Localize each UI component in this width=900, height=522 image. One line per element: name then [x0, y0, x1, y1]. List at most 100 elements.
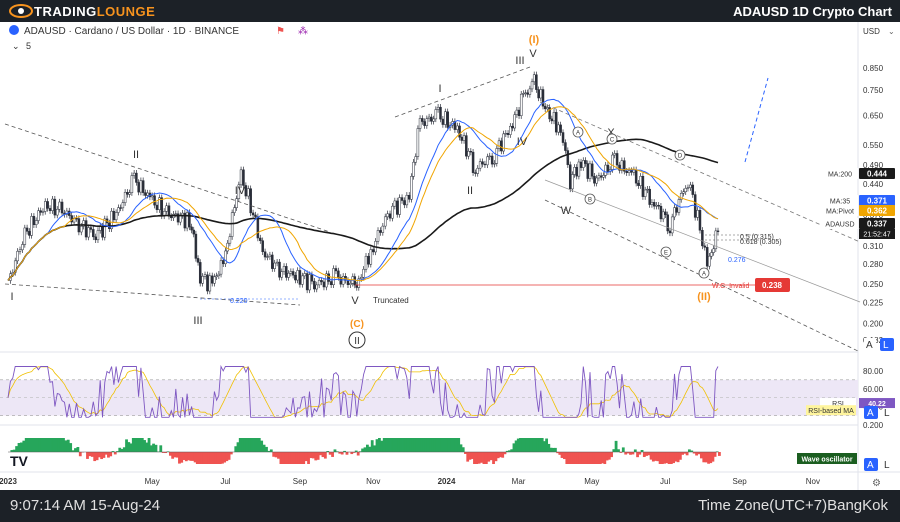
price-tick-label: 0.650 — [863, 111, 884, 120]
svg-text:L: L — [883, 340, 889, 351]
candle-body — [141, 180, 145, 193]
rsi-value-bg — [859, 398, 895, 409]
candle-body — [188, 212, 191, 228]
time-axis[interactable]: 2023 May Jul Sep Nov 2024 Mar May Jul Sep Nov — [0, 477, 820, 486]
candle-body — [80, 225, 83, 233]
osc-log-scale-button[interactable]: L — [884, 460, 890, 471]
currency-dropdown-icon[interactable]: ⌄ — [888, 27, 895, 36]
candle-body — [650, 202, 654, 205]
oscillator-bar — [255, 438, 259, 452]
ma-pivot-tag-name: MA:Pivot — [826, 209, 854, 216]
chart-svg[interactable]: ADAUSD · Cardano / US Dollar · 1D · BINA… — [0, 22, 900, 490]
oscillator-bar — [711, 452, 715, 462]
oscillator-bar — [645, 452, 648, 456]
candle-body — [652, 202, 656, 207]
oscillator-bar — [149, 445, 153, 452]
candle-body — [528, 88, 532, 95]
candle-body — [196, 258, 200, 263]
candle-body — [439, 106, 442, 120]
candle-body — [524, 92, 527, 94]
candle-body — [194, 233, 198, 259]
collapse-chevron-icon[interactable]: ⌄ — [12, 41, 20, 51]
oscillator-bar — [159, 445, 163, 452]
oscillator-bar — [581, 452, 584, 464]
oscillator-bar — [328, 452, 332, 455]
oscillator-bar — [59, 438, 63, 452]
page-title: ADAUSD 1D Crypto Chart — [733, 4, 892, 19]
oscillator-bar — [390, 438, 393, 452]
candle-body — [462, 135, 466, 141]
candle-body — [486, 156, 489, 166]
oscillator-bar — [692, 452, 696, 454]
share-icon[interactable]: ⁂ — [298, 26, 308, 37]
settings-gear-icon[interactable]: ⚙ — [872, 478, 881, 489]
candle-body — [388, 213, 392, 219]
wave-oscillator-plot[interactable]: 0.200 Wave oscillator — [8, 421, 884, 464]
channel-down-upper — [539, 101, 861, 243]
candle-body — [657, 204, 660, 207]
oscillator-bar — [438, 438, 441, 452]
oscillator-bar — [350, 452, 354, 455]
oscillator-bar — [281, 452, 285, 464]
candle-body — [369, 249, 373, 265]
oscillator-bar — [612, 449, 616, 452]
wave-label-I-orange: (I) — [529, 34, 540, 46]
price-plot[interactable] — [4, 66, 861, 353]
oscillator-bar — [402, 438, 405, 452]
candle-body — [554, 112, 558, 133]
oscillator-bar — [672, 452, 675, 464]
oscillator-bar — [88, 452, 92, 457]
ma200-tag-name: MA:200 — [828, 172, 852, 179]
oscillator-bar — [470, 452, 474, 459]
oscillator-bar — [116, 451, 119, 452]
oscillator-bar — [368, 446, 372, 452]
oscillator-bar — [127, 442, 131, 452]
candle-body — [320, 280, 323, 283]
candle-body — [682, 191, 685, 194]
candle-body — [263, 251, 267, 258]
log-scale-button[interactable]: L — [880, 338, 894, 351]
candle-body — [92, 229, 95, 238]
candle-body — [160, 197, 164, 217]
chart-area[interactable]: ADAUSD · Cardano / US Dollar · 1D · BINA… — [0, 22, 900, 490]
candle-body — [412, 161, 415, 177]
candle-body — [70, 215, 73, 223]
oscillator-bar — [487, 452, 491, 462]
channel-down-mid — [544, 179, 861, 303]
oscillator-bar — [216, 452, 220, 464]
oscillator-bar — [253, 438, 256, 452]
wave-label: I — [438, 83, 441, 95]
candle-body — [325, 273, 328, 288]
candle-body — [291, 271, 295, 276]
oscillator-bar — [335, 451, 339, 452]
candle-body — [165, 205, 168, 212]
oscillator-bar — [681, 452, 685, 455]
candle-body — [235, 198, 238, 208]
oscillator-bar — [702, 452, 706, 463]
oscillator-bar — [713, 452, 717, 457]
oscillator-bar — [663, 452, 666, 464]
osc-auto-scale-button[interactable]: A — [864, 458, 878, 471]
oscillator-bar — [316, 452, 320, 460]
candle-body — [16, 251, 19, 262]
oscillator-bar — [136, 438, 140, 452]
flag-icon[interactable]: ⚑ — [276, 26, 285, 37]
rsi-log-scale-button[interactable]: L — [884, 408, 890, 419]
candle-body — [481, 161, 484, 165]
rsi-auto-scale-button[interactable]: A — [864, 406, 878, 419]
candle-body — [239, 169, 243, 186]
auto-scale-button[interactable]: A — [864, 338, 876, 351]
candle-body — [139, 180, 143, 193]
time-tick-label: Mar — [512, 477, 526, 486]
candle-body — [41, 211, 45, 213]
wave-label: X — [607, 127, 615, 139]
oscillator-bar — [15, 446, 19, 452]
candle-body — [237, 184, 241, 199]
oscillator-bar — [397, 438, 401, 452]
candle-body — [590, 163, 594, 177]
candle-body — [541, 89, 545, 107]
candle-body — [94, 236, 97, 241]
oscillator-bar — [250, 438, 254, 452]
oscillator-bar — [74, 448, 77, 452]
